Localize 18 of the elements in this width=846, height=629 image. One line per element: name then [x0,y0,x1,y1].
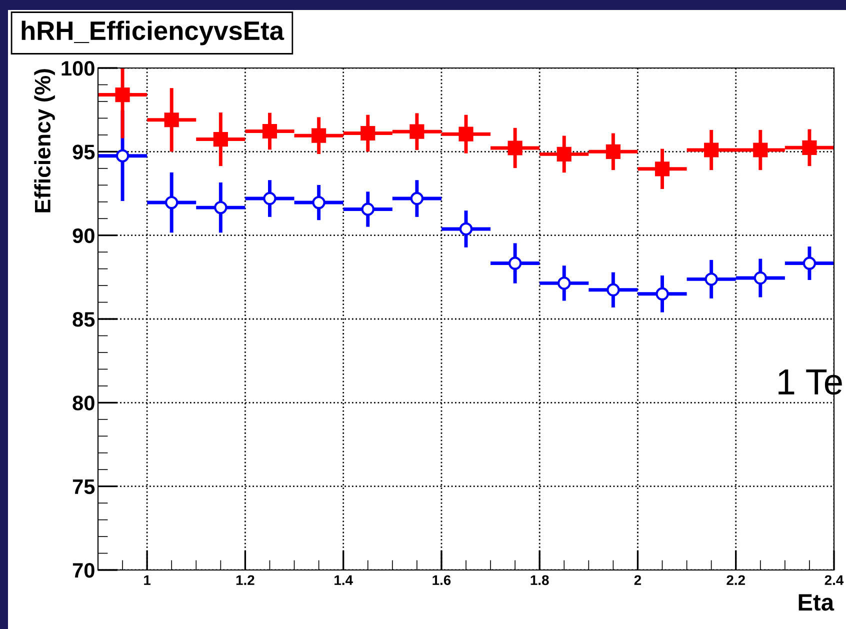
x-tick-label: 1.2 [236,575,254,585]
chart-title: hRH_EfficiencyvsEta [22,20,284,46]
x-tick-label: 1 [144,575,151,585]
x-tick-label: 2.2 [726,575,745,585]
y-axis-title: Efficiency (%) [34,69,55,212]
x-tick-label: 1.4 [334,575,353,585]
y-tick-label: 95 [72,144,95,160]
y-tick-label: 70 [72,563,94,578]
x-tick-label: 1.6 [432,575,451,586]
y-tick-label: 100 [62,61,94,76]
x-tick-label: 1.8 [530,575,549,586]
x-tick-label: 2 [634,575,642,585]
x-axis-title: Eta [798,594,834,611]
y-tick-label: 90 [72,228,94,244]
y-tick-label: 85 [72,312,95,327]
y-tick-label: 75 [72,480,95,494]
x-tick-label: 2.4 [824,575,844,585]
y-tick-label: 80 [72,396,94,410]
